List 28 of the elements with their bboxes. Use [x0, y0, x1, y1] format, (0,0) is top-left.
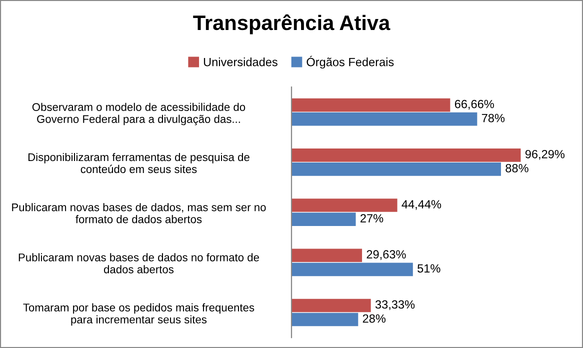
y-tick-label: Observaram o modelo de acessibilidade do Governo Federal para a divulgação das... [32, 102, 246, 126]
bar [292, 248, 362, 262]
data-label: 66,66% [454, 100, 494, 110]
bar [292, 162, 501, 176]
bar [292, 148, 521, 162]
legend-label: Órgãos Federais [306, 56, 394, 69]
data-label: 44,44% [402, 200, 442, 210]
legend-label: Universidades [204, 58, 278, 66]
bar [292, 212, 356, 226]
data-label: 96,29% [525, 150, 564, 160]
bar [292, 198, 398, 212]
bar [292, 112, 478, 126]
bar [292, 312, 358, 326]
y-tick-label: Tomaram por base os pedidos mais frequentes para incrementar seus sites [23, 303, 254, 326]
bar [292, 98, 450, 112]
data-label: 29,63% [366, 250, 406, 260]
data-label: 33,33% [375, 300, 415, 310]
y-tick-label: Publicaram novas bases de dados no formato de dados abertos [18, 253, 259, 274]
chart-title: Transparência Ativa [193, 14, 390, 34]
data-label: 27% [360, 214, 384, 222]
data-label: 28% [362, 314, 386, 323]
y-tick-label: Disponibilizaram ferramentas de pesquisa de conteúdo em seus sites [28, 152, 250, 174]
data-label: 51% [418, 264, 440, 273]
bar [292, 262, 413, 276]
bar [292, 298, 371, 312]
data-label: 78% [482, 114, 505, 122]
y-tick-label: Publicaram novas bases de dados, mas sem ser no formato de dados abertos [12, 203, 266, 224]
data-label: 88% [506, 164, 528, 172]
